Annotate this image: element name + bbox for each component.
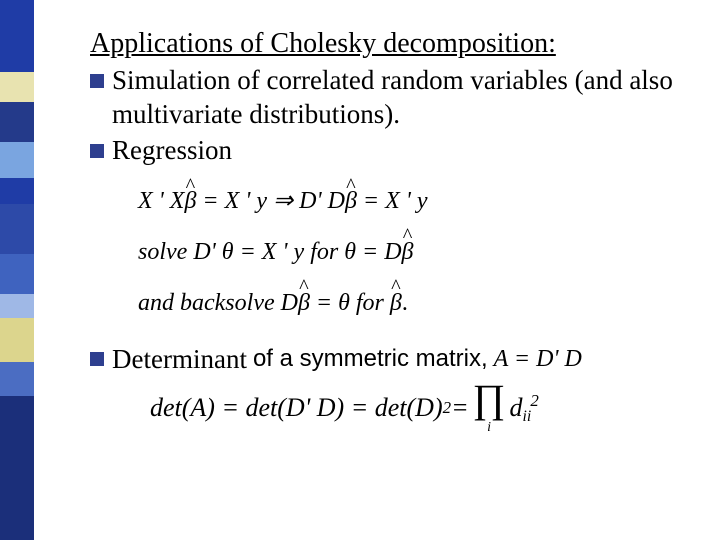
pi-icon: ∏: [473, 381, 506, 417]
beta-hat: β: [298, 283, 310, 324]
slide-title: Applications of Cholesky decomposition:: [90, 28, 700, 60]
bullet-text: Regression: [112, 134, 232, 168]
sidebar-block: [0, 0, 34, 72]
bullet-determinant: Determinant of a symmetric matrix, A = D…: [90, 344, 700, 375]
product-index: i: [487, 421, 491, 435]
product-symbol: ∏ i: [473, 381, 506, 435]
determinant-equation: det(A) = det(D' D) = det(D)2 = ∏ i dii2: [150, 381, 700, 435]
d-term: dii2: [510, 393, 540, 423]
sidebar-block: [0, 254, 34, 294]
regression-math: X ' Xβ = X ' y ⇒ D' Dβ = X ' y solve D' …: [138, 181, 700, 323]
determinant-lead: Determinant: [112, 344, 247, 375]
det-eq-exp: 2: [443, 398, 451, 418]
beta-hat: β: [390, 283, 402, 324]
math-frag: solve D' θ = X ' y for θ = D: [138, 239, 402, 265]
sidebar-block: [0, 204, 34, 254]
d-sup: 2: [530, 391, 538, 410]
determinant-inline-math: A = D' D: [494, 346, 582, 373]
d-var: d: [510, 393, 523, 422]
bullet-regression: Regression: [90, 134, 700, 168]
math-frag: = X ' y: [363, 188, 428, 214]
math-line-1: X ' Xβ = X ' y ⇒ D' Dβ = X ' y: [138, 181, 700, 222]
math-frag: = θ for: [316, 290, 390, 316]
sidebar-block: [0, 294, 34, 318]
beta-hat: β: [184, 181, 196, 222]
math-frag: X ' X: [138, 188, 184, 214]
bullet-icon: [90, 144, 104, 158]
math-line-3: and backsolve Dβ = θ for β.: [138, 283, 700, 324]
beta-hat: β: [402, 232, 414, 273]
d-sub: ii: [523, 408, 532, 425]
content-area: Applications of Cholesky decomposition: …: [90, 28, 700, 435]
det-eq-eq: =: [451, 393, 469, 423]
period: .: [402, 290, 408, 316]
bullet-icon: [90, 74, 104, 88]
math-frag: = X ' y ⇒ D' D: [202, 188, 345, 214]
det-eq-left: det(A) = det(D' D) = det(D): [150, 393, 443, 423]
sidebar-block: [0, 178, 34, 204]
bullet-simulation: Simulation of correlated random variable…: [90, 64, 700, 132]
slide: Applications of Cholesky decomposition: …: [0, 0, 720, 540]
sidebar-block: [0, 396, 34, 540]
beta-hat: β: [345, 181, 357, 222]
determinant-trail: of a symmetric matrix,: [253, 345, 488, 373]
bullet-icon: [90, 352, 104, 366]
math-line-2: solve D' θ = X ' y for θ = Dβ: [138, 232, 700, 273]
math-frag: and backsolve D: [138, 290, 298, 316]
sidebar-block: [0, 72, 34, 102]
bullet-text: Simulation of correlated random variable…: [112, 64, 700, 132]
sidebar-block: [0, 142, 34, 178]
sidebar-block: [0, 102, 34, 142]
sidebar-block: [0, 362, 34, 396]
sidebar-block: [0, 318, 34, 362]
decorative-sidebar: [0, 0, 34, 540]
